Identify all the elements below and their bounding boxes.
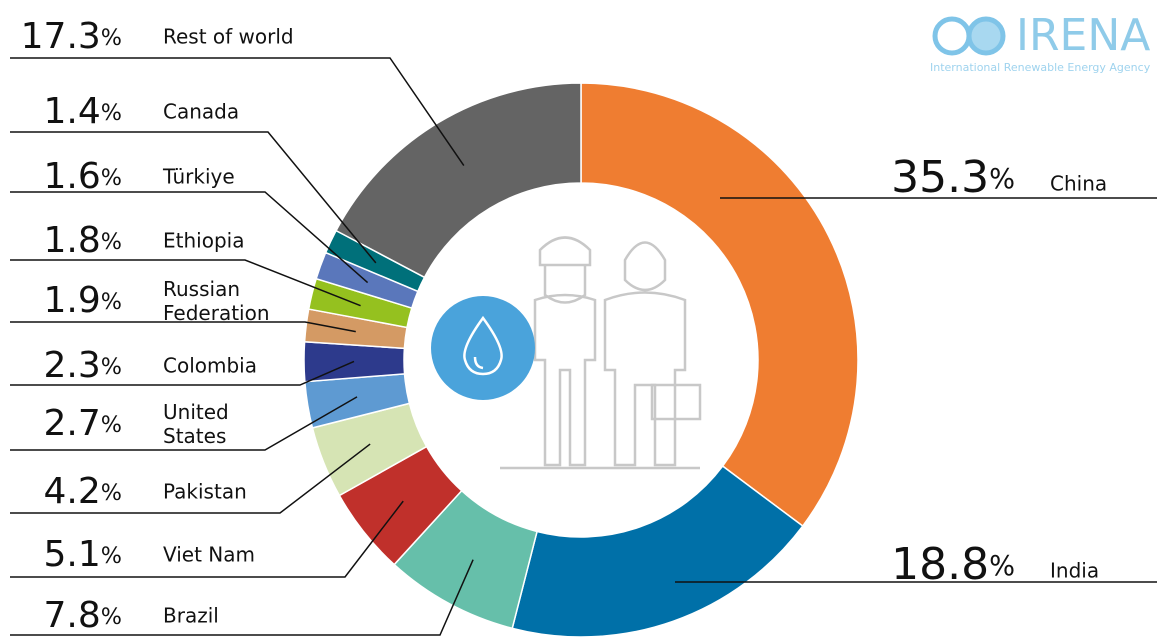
logo-tagline: International Renewable Energy Agency — [930, 61, 1151, 74]
leader-line — [10, 559, 474, 636]
category-label: United States — [163, 400, 229, 448]
value-label: 1.6% — [44, 156, 122, 197]
category-label: Colombia — [163, 354, 257, 378]
logo-name: IRENA — [1016, 10, 1150, 61]
leader-line — [10, 131, 377, 264]
category-label: Pakistan — [163, 480, 247, 504]
category-label: Viet Nam — [163, 543, 255, 567]
category-label: Rest of world — [163, 25, 294, 49]
leader-line — [10, 500, 404, 578]
leader-line — [10, 443, 371, 514]
leader-line — [10, 57, 465, 167]
category-label: India — [1050, 559, 1099, 583]
category-label: Brazil — [163, 604, 219, 628]
value-label: 2.7% — [44, 403, 122, 444]
category-label: Russian Federation — [163, 277, 270, 325]
value-label: 17.3% — [21, 16, 122, 57]
briefcase — [650, 383, 702, 421]
category-label: China — [1050, 172, 1107, 196]
donut-segment — [511, 465, 804, 638]
logo-ring — [932, 16, 972, 56]
leader-line — [10, 191, 369, 284]
engineer-figure — [603, 241, 687, 467]
logo-globe — [966, 16, 1006, 56]
leader-line — [10, 396, 358, 451]
leader-line — [10, 259, 361, 307]
water-icon — [431, 296, 535, 400]
value-label: 2.3% — [44, 345, 122, 386]
worker-figure — [533, 236, 597, 467]
category-label: Türkiye — [162, 165, 235, 189]
water-drop — [463, 315, 503, 376]
value-label: 7.8% — [44, 595, 122, 636]
category-label: Ethiopia — [163, 229, 244, 253]
center-illustration — [431, 236, 702, 470]
value-label: 5.1% — [44, 534, 122, 575]
category-label: Canada — [163, 100, 239, 124]
logo: IRENA International Renewable Energy Age… — [930, 10, 1151, 74]
donut-segment — [335, 82, 582, 279]
donut-segment — [580, 82, 859, 528]
leader-line — [10, 321, 356, 333]
value-label: 4.2% — [44, 471, 122, 512]
value-label: 35.3% — [891, 152, 1015, 203]
value-label: 1.9% — [44, 280, 122, 321]
leader-line — [10, 360, 355, 386]
value-label: 1.8% — [44, 220, 122, 261]
value-label: 1.4% — [44, 91, 122, 132]
